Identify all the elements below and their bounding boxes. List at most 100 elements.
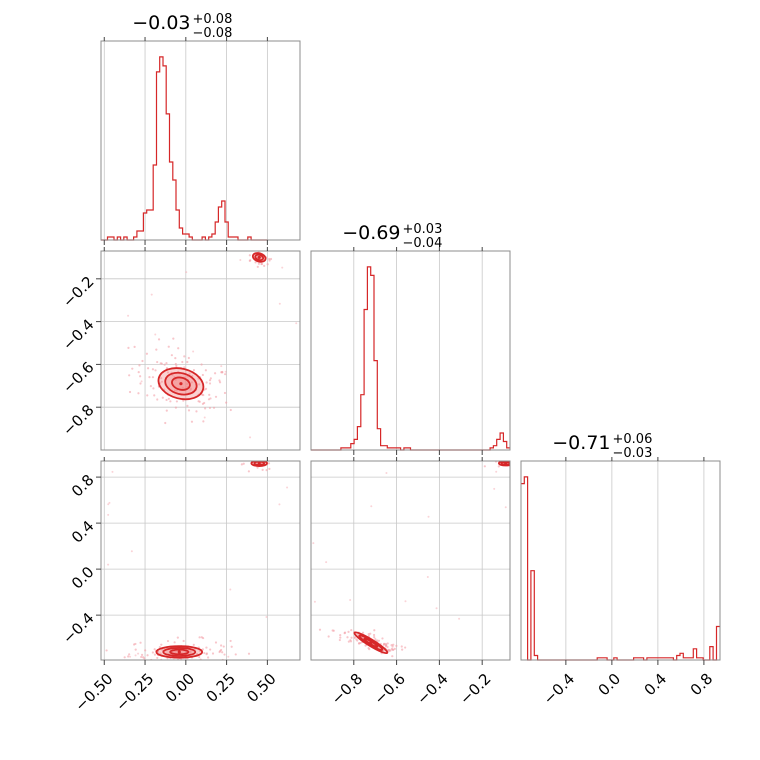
sample-point [223,653,226,656]
sample-point [266,263,269,266]
sample-point [349,598,352,601]
sample-point [203,416,206,419]
sample-point [254,261,257,264]
y-tick-label: −0.8 [59,401,97,439]
sample-point [173,641,176,644]
sample-point [123,656,126,659]
sample-point [107,513,110,516]
sample-point [139,375,142,378]
sample-point [248,259,251,262]
sample-point [161,396,164,399]
sample-point [325,561,328,564]
sample-point [160,380,163,383]
sample-point [166,639,170,643]
sample-point [146,394,149,397]
sample-point [387,648,390,652]
title-median: −0.69 [342,222,400,244]
sample-point [150,293,153,296]
sample-point [383,642,386,646]
title-lower: −0.03 [613,446,653,461]
sample-point [209,377,212,380]
sample-point [108,501,111,504]
title-lower: −0.08 [193,26,233,41]
x-tick-label: −0.2 [456,670,494,708]
sample-point [140,655,143,659]
sample-point [514,458,516,460]
sample-point [278,302,281,305]
sample-point [265,468,268,472]
y-tick-label: −0.2 [59,273,97,311]
sample-point [458,617,461,620]
sample-point [242,462,245,465]
sample-point [202,393,205,397]
sample-point [221,651,224,654]
sample-point [192,643,195,646]
panel-frame [310,250,511,451]
sample-point [221,371,224,374]
sample-point [350,629,353,632]
sample-point [512,458,514,460]
sample-point [249,436,252,439]
sample-point [151,651,154,654]
title-param-2: −0.71 +0.06−0.03 [552,432,652,461]
sample-point [495,470,498,473]
sample-point [152,387,155,390]
sample-point [211,652,215,655]
sample-point [190,381,194,384]
sample-point [205,652,208,655]
sample-point [167,345,170,348]
sample-point [229,408,232,412]
sample-point [219,649,222,653]
sample-point [155,348,158,351]
x-tick-label: −0.25 [112,670,157,715]
sample-point [175,364,178,367]
sample-point [198,636,201,639]
sample-point [204,369,207,372]
sample-point [196,661,198,663]
sample-point [137,652,140,655]
y-tick-label: −0.4 [59,609,97,647]
sample-point [395,644,398,647]
density-peak [177,650,181,654]
sample-point [355,638,358,641]
sample-point [247,652,251,655]
sample-point [139,641,142,644]
sample-point [263,264,266,267]
title-lower: −0.04 [403,236,443,251]
sample-point [339,636,342,639]
sample-point [160,376,163,380]
sample-point [389,649,392,652]
sample-point [177,347,180,350]
sample-point [149,385,152,388]
sample-point [189,388,192,391]
panel-frame [100,460,301,661]
sample-point [195,410,198,413]
sample-point [295,322,298,325]
sample-point [174,357,177,360]
sample-point [198,383,201,386]
sample-point [373,636,376,639]
sample-point [267,462,271,465]
sample-point [357,642,361,645]
sample-point [229,639,232,643]
pair-panel-0-2 [100,460,301,663]
sample-point [157,338,161,341]
sample-point [347,640,350,643]
sample-point [170,354,173,357]
hist-step-0 [101,56,268,241]
sample-point [134,642,137,646]
sample-point [202,420,205,423]
sample-point [188,372,191,375]
sample-point [247,470,250,473]
sample-point [181,360,184,364]
sample-point [128,653,131,656]
sample-point [200,363,203,366]
sample-point [201,402,205,405]
sample-point [173,389,177,392]
sample-point [401,648,404,651]
sample-point [187,409,191,412]
sample-point [234,653,237,656]
sample-point [346,636,349,639]
sample-point [144,649,147,652]
sample-point [189,650,192,653]
